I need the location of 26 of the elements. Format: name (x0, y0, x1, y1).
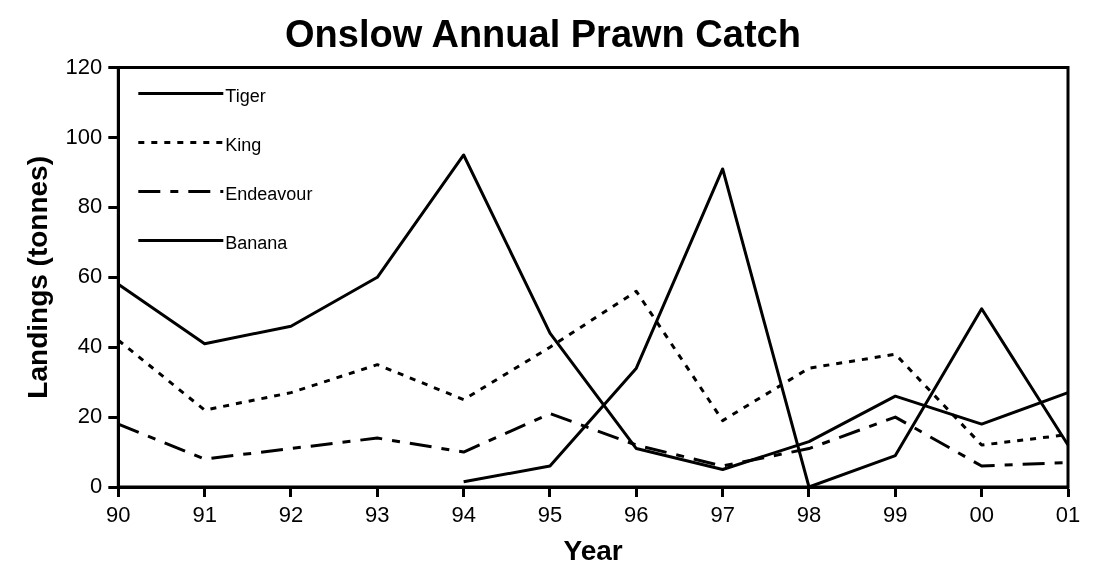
y-tick-label: 80 (77, 193, 103, 219)
y-axis-title: Landings (tonnes) (21, 155, 53, 399)
y-tick-label: 120 (65, 53, 103, 79)
y-tick-label: 100 (65, 123, 103, 149)
x-axis-title: Year (563, 534, 623, 566)
x-tick-label: 91 (192, 502, 217, 528)
chart-title: Onslow Annual Prawn Catch (285, 13, 801, 56)
x-tick-label: 00 (969, 502, 994, 528)
x-tick-label: 97 (710, 502, 735, 528)
legend-label: Endeavour (225, 183, 313, 204)
x-tick-label: 98 (796, 502, 822, 528)
x-tick-label: 96 (624, 502, 649, 528)
x-tick-label: 95 (537, 502, 563, 528)
x-tick-label: 93 (365, 502, 390, 528)
x-tick-label: 90 (106, 502, 131, 528)
x-tick-label: 94 (451, 502, 476, 528)
y-tick-label: 20 (77, 403, 103, 429)
legend-label: Banana (225, 232, 289, 253)
x-tick-label: 01 (1055, 502, 1081, 528)
x-tick-label: 99 (883, 502, 908, 528)
y-tick-label: 60 (77, 263, 103, 289)
x-tick-label: 92 (278, 502, 304, 528)
legend-label: King (225, 134, 262, 155)
legend-label: Tiger (225, 85, 266, 106)
y-tick-label: 0 (90, 473, 103, 499)
y-tick-label: 40 (77, 333, 103, 359)
